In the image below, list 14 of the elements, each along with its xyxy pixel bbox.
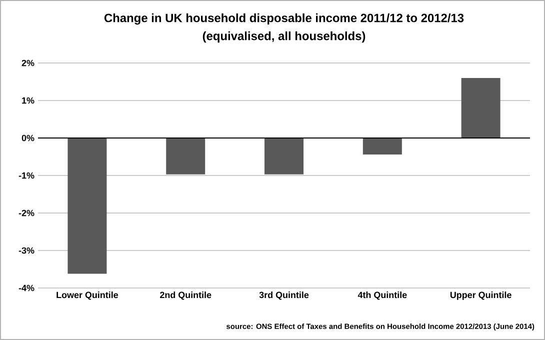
y-tick-label: -3%	[18, 247, 34, 254]
x-tick-label: 3rd Quintile	[259, 292, 309, 300]
y-tick-label: 2%	[22, 60, 34, 66]
chart-subtitle: (equivalised, all households)	[202, 31, 366, 43]
y-tick-label: 0%	[22, 134, 34, 142]
y-tick-label: -1%	[18, 172, 34, 179]
x-tick-label: 4th Quintile	[358, 292, 407, 300]
y-tick-label: 1%	[22, 97, 34, 104]
x-tick-label: Lower Quintile	[56, 292, 118, 300]
chart-title: Change in UK household disposable income 2011/12 to 2012/13	[104, 13, 464, 25]
x-tick-label: 2nd Quintile	[160, 292, 212, 300]
y-tick-label: -4%	[18, 284, 34, 292]
x-tick-label: Upper Quintile	[450, 292, 512, 300]
y-tick-label: -2%	[18, 210, 34, 216]
